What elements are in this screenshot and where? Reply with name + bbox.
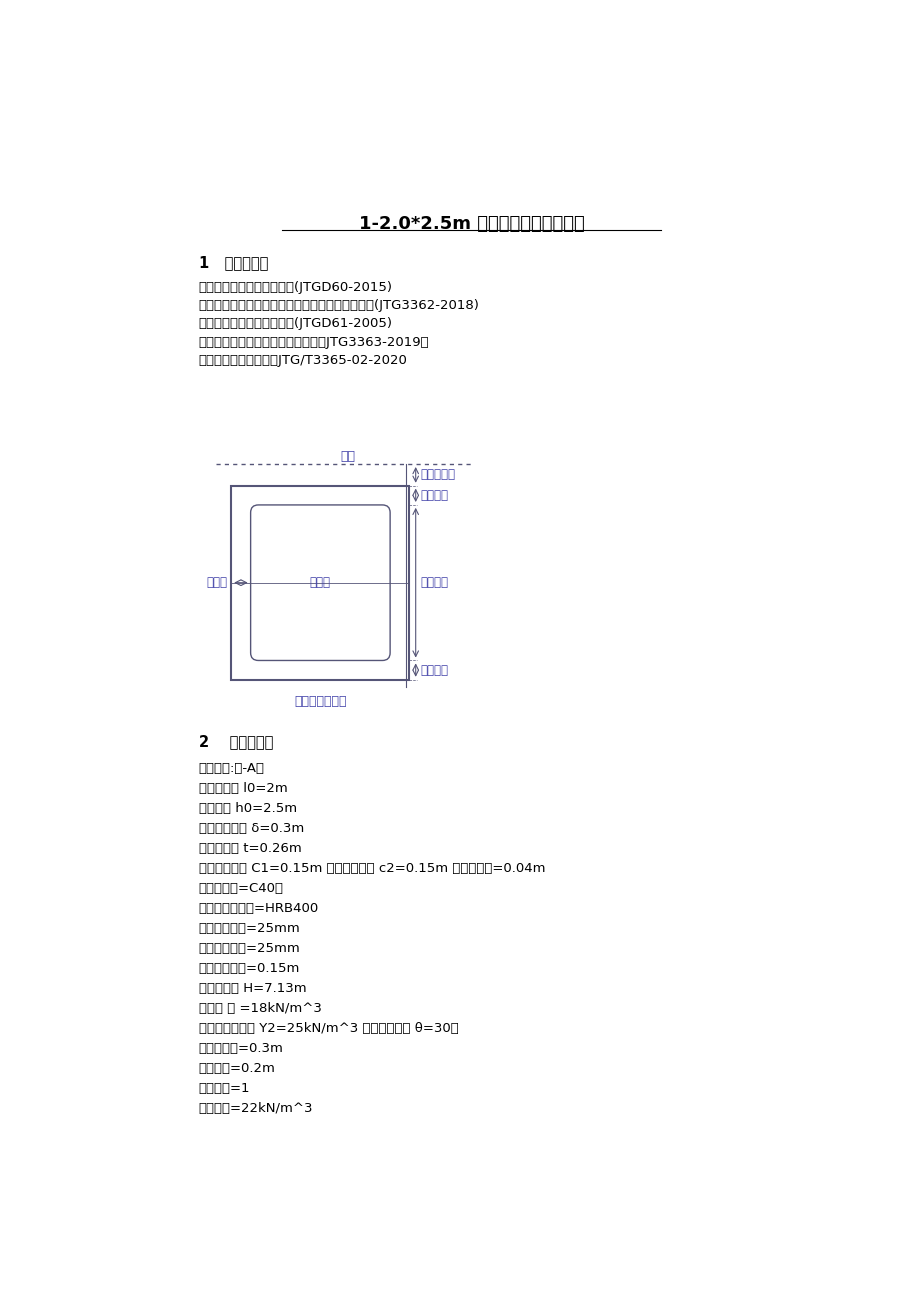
Text: 涵洞净利径 l0=2m: 涵洞净利径 l0=2m bbox=[199, 782, 287, 795]
Text: 路面: 路面 bbox=[340, 450, 355, 463]
Text: 《公路钢筋混凝土及预应力混凝土桥涵设计规范》(JTG3362-2018): 《公路钢筋混凝土及预应力混凝土桥涵设计规范》(JTG3362-2018) bbox=[199, 299, 479, 312]
Text: 设计荷载:城-A级: 设计荷载:城-A级 bbox=[199, 762, 265, 775]
Text: 主受力钢筋级别=HRB400: 主受力钢筋级别=HRB400 bbox=[199, 902, 319, 915]
Text: 涵顶填土高: 涵顶填土高 bbox=[420, 468, 455, 481]
Text: 涵洞水平板厚 δ=0.3m: 涵洞水平板厚 δ=0.3m bbox=[199, 822, 303, 835]
Text: 涵洞侧板厚 t=0.26m: 涵洞侧板厚 t=0.26m bbox=[199, 842, 301, 855]
Text: 净跨径: 净跨径 bbox=[310, 576, 331, 589]
Text: 《公路桥涵设计通用规范》(JTGD60-2015): 《公路桥涵设计通用规范》(JTGD60-2015) bbox=[199, 281, 392, 294]
Text: 涵洞净高 h0=2.5m: 涵洞净高 h0=2.5m bbox=[199, 801, 297, 814]
Text: 涵洞倒角高度 C1=0.15m 涵洞倒角宽度 c2=0.15m 保护层厚度=0.04m: 涵洞倒角高度 C1=0.15m 涵洞倒角宽度 c2=0.15m 保护层厚度=0.… bbox=[199, 861, 545, 874]
Text: 顶板钢筋直径=25mm: 顶板钢筋直径=25mm bbox=[199, 922, 301, 935]
Text: 涵顶填土高 H=7.13m: 涵顶填土高 H=7.13m bbox=[199, 982, 306, 995]
Bar bbox=[231, 485, 409, 679]
Text: 水平板厚: 水平板厚 bbox=[420, 489, 448, 502]
Text: 钢筋混凝土容重 Y2=25kN/m^3 土的内摩擦角 θ=30度: 钢筋混凝土容重 Y2=25kN/m^3 土的内摩擦角 θ=30度 bbox=[199, 1023, 458, 1036]
Text: 水平板厚: 水平板厚 bbox=[420, 664, 448, 677]
Text: 《公路桥涵地基与基础设计规范》（JTG3363-2019）: 《公路桥涵地基与基础设计规范》（JTG3363-2019） bbox=[199, 336, 429, 349]
Text: 1   设计依据：: 1 设计依据： bbox=[199, 255, 267, 269]
Text: 土容重 了 =18kN/m^3: 土容重 了 =18kN/m^3 bbox=[199, 1002, 322, 1015]
Text: 顶板钢筋间距=0.15m: 顶板钢筋间距=0.15m bbox=[199, 961, 300, 974]
Text: 基础容重=22kN/m^3: 基础容重=22kN/m^3 bbox=[199, 1102, 312, 1115]
Text: 1-2.0*2.5m 钢筋混凝土箱涵计算书: 1-2.0*2.5m 钢筋混凝土箱涵计算书 bbox=[358, 215, 584, 233]
Text: 《公路埋工桥涵设计规范》(JTGD61-2005): 《公路埋工桥涵设计规范》(JTGD61-2005) bbox=[199, 317, 392, 330]
Text: 涵洞净高: 涵洞净高 bbox=[420, 576, 448, 589]
Text: 基础厚度=0.2m: 基础厚度=0.2m bbox=[199, 1062, 276, 1075]
Text: 涵身碎标号=C40碎: 涵身碎标号=C40碎 bbox=[199, 882, 283, 895]
Text: 侧板钢筋直径=25mm: 侧板钢筋直径=25mm bbox=[199, 942, 301, 955]
Text: 侧板厚: 侧板厚 bbox=[206, 576, 227, 589]
Text: 2    设计资料：: 2 设计资料： bbox=[199, 734, 273, 749]
Text: 《公路涵洞设计细则》JTG/T3365-02-2020: 《公路涵洞设计细则》JTG/T3365-02-2020 bbox=[199, 354, 407, 367]
Text: 箱涵截面示意图: 箱涵截面示意图 bbox=[294, 695, 346, 708]
Text: 基础搭边宽=0.3m: 基础搭边宽=0.3m bbox=[199, 1042, 283, 1055]
Text: 基础级数=1: 基础级数=1 bbox=[199, 1082, 250, 1095]
